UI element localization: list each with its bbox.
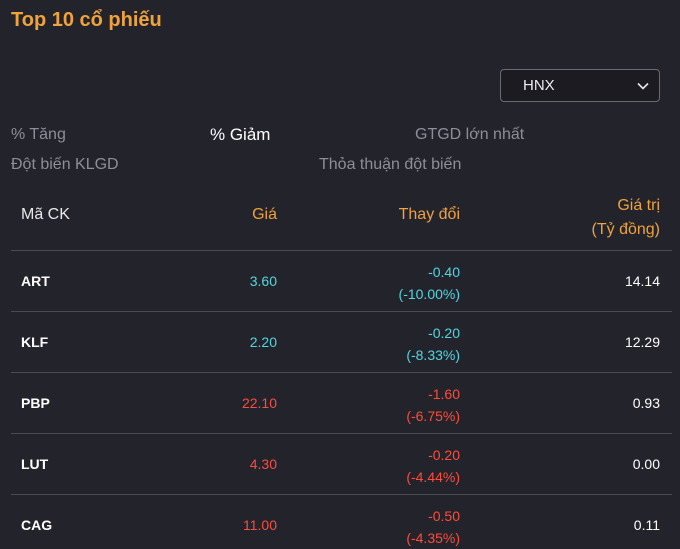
row-symbol: LUT	[21, 456, 49, 472]
row-change: -0.40 (-10.00%)	[399, 261, 460, 305]
row-symbol: PBP	[21, 395, 50, 411]
row-trading-value: 0.11	[633, 517, 660, 533]
row-change-percent: (-4.35%)	[406, 530, 460, 546]
row-symbol: CAG	[21, 517, 53, 533]
tab-percent-decrease[interactable]: % Giảm	[210, 125, 271, 144]
row-change-percent: (-6.75%)	[406, 408, 460, 424]
column-header-value: Giá trị (Tỷ đồng)	[592, 194, 660, 242]
column-header-price: Giá	[252, 206, 277, 223]
column-header-value-line1: Giá trị	[617, 197, 660, 214]
row-change-percent: (-8.33%)	[406, 347, 460, 363]
column-header-symbol: Mã CK	[21, 206, 70, 223]
row-change: -0.20 (-4.44%)	[406, 444, 460, 488]
row-change-value: -0.40	[428, 264, 460, 280]
tab-negotiated-spike[interactable]: Thỏa thuận đột biến	[319, 156, 462, 173]
row-change: -1.60 (-6.75%)	[406, 383, 460, 427]
row-price: 2.20	[249, 334, 277, 350]
row-trading-value: 0.93	[632, 395, 660, 411]
table-row[interactable]: PBP 22.10 -1.60 (-6.75%) 0.93	[11, 372, 672, 433]
row-change-percent: (-4.44%)	[406, 469, 460, 485]
exchange-select-value: HNX	[523, 77, 555, 94]
chevron-down-icon	[637, 82, 649, 90]
row-price: 11.00	[243, 517, 277, 533]
table-row[interactable]: LUT 4.30 -0.20 (-4.44%) 0.00	[11, 433, 672, 494]
page-title: Top 10 cổ phiếu	[11, 9, 162, 31]
column-header-value-line2: (Tỷ đồng)	[591, 221, 660, 238]
column-header-change: Thay đổi	[398, 206, 460, 223]
row-price: 22.10	[241, 395, 277, 411]
row-change: -0.50 (-4.35%)	[406, 505, 460, 549]
row-change-value: -0.50	[428, 508, 460, 524]
row-change-value: -0.20	[428, 325, 460, 341]
tab-volume-spike[interactable]: Đột biến KLGD	[11, 156, 119, 173]
table-row[interactable]: CAG 11.00 -0.50 (-4.35%) 0.11	[11, 494, 672, 549]
row-trading-value: 0.00	[632, 456, 660, 472]
row-symbol: ART	[21, 273, 50, 289]
row-price: 3.60	[249, 273, 277, 289]
row-price: 4.30	[249, 456, 277, 472]
row-change-value: -0.20	[428, 447, 460, 463]
tab-percent-increase[interactable]: % Tăng	[11, 126, 66, 143]
row-change: -0.20 (-8.33%)	[406, 322, 460, 366]
row-change-value: -1.60	[428, 386, 460, 402]
row-symbol: KLF	[21, 334, 49, 350]
row-trading-value: 12.29	[624, 334, 660, 350]
row-change-percent: (-10.00%)	[398, 286, 460, 302]
table-row[interactable]: KLF 2.20 -0.20 (-8.33%) 12.29	[11, 311, 672, 372]
tab-top-trading-value[interactable]: GTGD lớn nhất	[415, 126, 525, 143]
table-row[interactable]: ART 3.60 -0.40 (-10.00%) 14.14	[11, 250, 672, 311]
exchange-select[interactable]: HNX	[500, 69, 660, 102]
row-trading-value: 14.14	[624, 273, 660, 289]
